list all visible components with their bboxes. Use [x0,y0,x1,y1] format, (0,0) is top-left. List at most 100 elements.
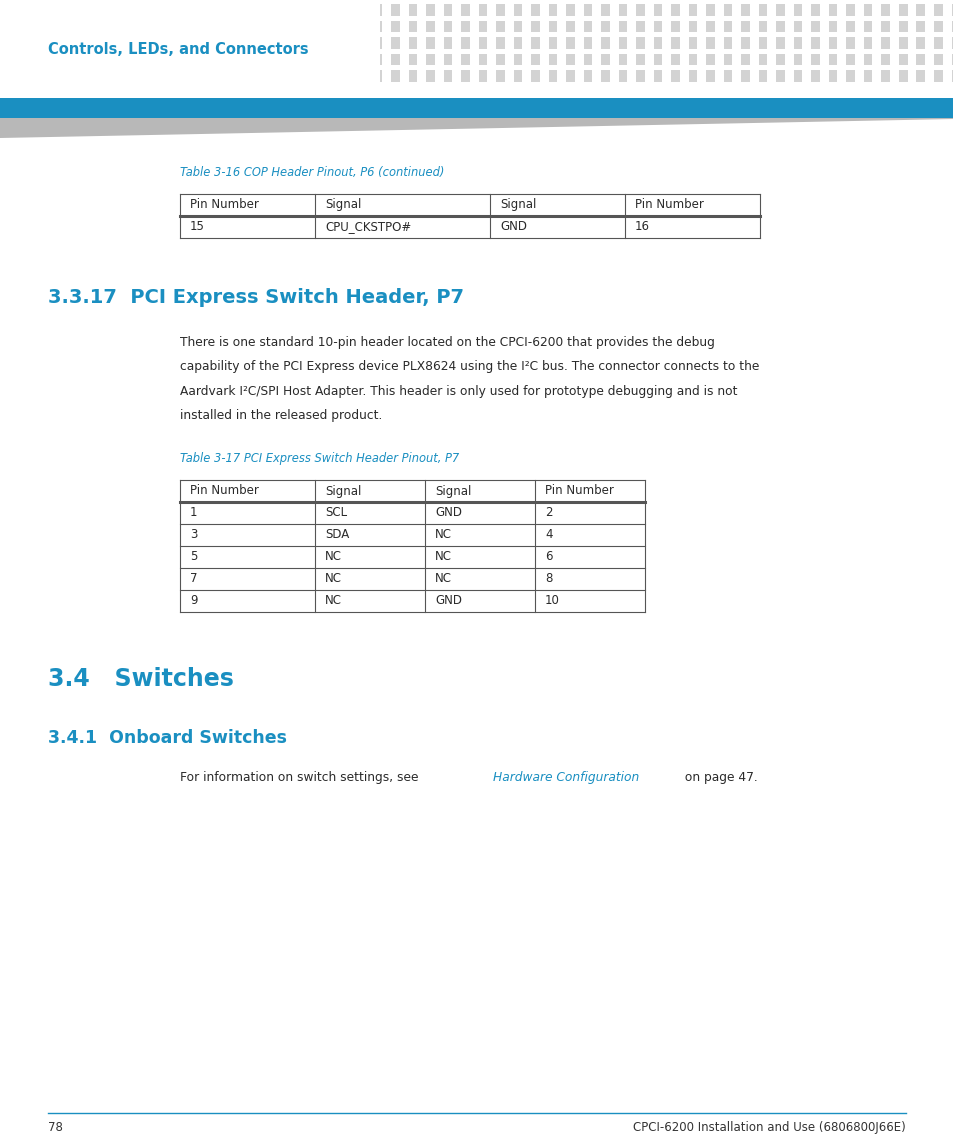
Bar [845,70,854,81]
Bar [391,54,399,65]
Bar [548,5,557,16]
Text: 4: 4 [544,529,552,542]
Bar [933,38,942,49]
Text: 7: 7 [190,572,197,585]
Bar [776,21,784,32]
Bar [338,21,347,32]
Bar [269,5,277,16]
Bar [601,5,609,16]
Bar [129,38,137,49]
Bar [252,70,260,81]
Bar [759,21,767,32]
Bar [636,5,644,16]
Bar [723,70,732,81]
Bar [916,54,924,65]
Text: 2: 2 [544,506,552,520]
Bar [618,21,627,32]
Bar [461,21,470,32]
Bar [409,38,417,49]
Bar [374,54,382,65]
Bar [776,5,784,16]
Bar [671,21,679,32]
Bar [233,21,242,32]
Bar [601,21,609,32]
Bar [59,21,68,32]
Bar [94,21,102,32]
Bar [514,21,522,32]
Bar [933,21,942,32]
Bar [618,70,627,81]
Bar [59,54,68,65]
Bar [216,38,225,49]
Text: 6: 6 [544,551,552,563]
Bar [776,70,784,81]
Bar [409,54,417,65]
Bar [42,21,50,32]
Bar [881,5,889,16]
Bar [180,524,644,546]
Bar [845,5,854,16]
Bar [391,70,399,81]
Text: 3.3.17  PCI Express Switch Header, P7: 3.3.17 PCI Express Switch Header, P7 [48,289,463,307]
Bar [112,21,120,32]
Bar [443,38,452,49]
Bar [181,21,190,32]
Bar [514,54,522,65]
Bar [845,38,854,49]
Bar [7,38,15,49]
Bar [180,480,644,502]
Bar [811,5,820,16]
Bar [898,21,906,32]
Bar [286,38,294,49]
Text: 3: 3 [190,529,197,542]
Bar [374,38,382,49]
Bar [583,38,592,49]
Text: GND: GND [435,594,461,608]
Bar [776,38,784,49]
Bar [24,70,32,81]
Bar [583,21,592,32]
Bar [793,5,801,16]
Bar [443,70,452,81]
Bar [740,5,749,16]
Bar [59,5,68,16]
Polygon shape [0,108,953,118]
Bar [76,54,85,65]
Bar [759,38,767,49]
Bar [426,70,435,81]
Bar [881,54,889,65]
Bar [391,38,399,49]
Bar [147,54,154,65]
Bar [828,21,837,32]
Bar [706,54,714,65]
Bar [759,70,767,81]
Text: capability of the PCI Express device PLX8624 using the I²C bus. The connector co: capability of the PCI Express device PLX… [180,361,759,373]
Bar [304,21,313,32]
Bar [233,54,242,65]
Bar [566,38,575,49]
Bar [42,54,50,65]
Bar [845,54,854,65]
Bar [321,70,330,81]
Text: NC: NC [435,572,452,585]
Bar [461,54,470,65]
Bar [496,38,504,49]
Text: 15: 15 [190,221,205,234]
Bar [426,21,435,32]
Bar [42,70,50,81]
Bar [180,568,644,590]
Text: Signal: Signal [435,484,471,497]
Bar [740,38,749,49]
Bar [94,54,102,65]
Bar [898,5,906,16]
Bar [24,54,32,65]
Text: NC: NC [325,551,341,563]
Bar [304,5,313,16]
Bar [461,5,470,16]
Text: Table 3-17 PCI Express Switch Header Pinout, P7: Table 3-17 PCI Express Switch Header Pin… [180,452,458,465]
Bar [0,98,953,118]
Bar [374,21,382,32]
Bar [24,5,32,16]
Bar [321,21,330,32]
Bar [321,5,330,16]
